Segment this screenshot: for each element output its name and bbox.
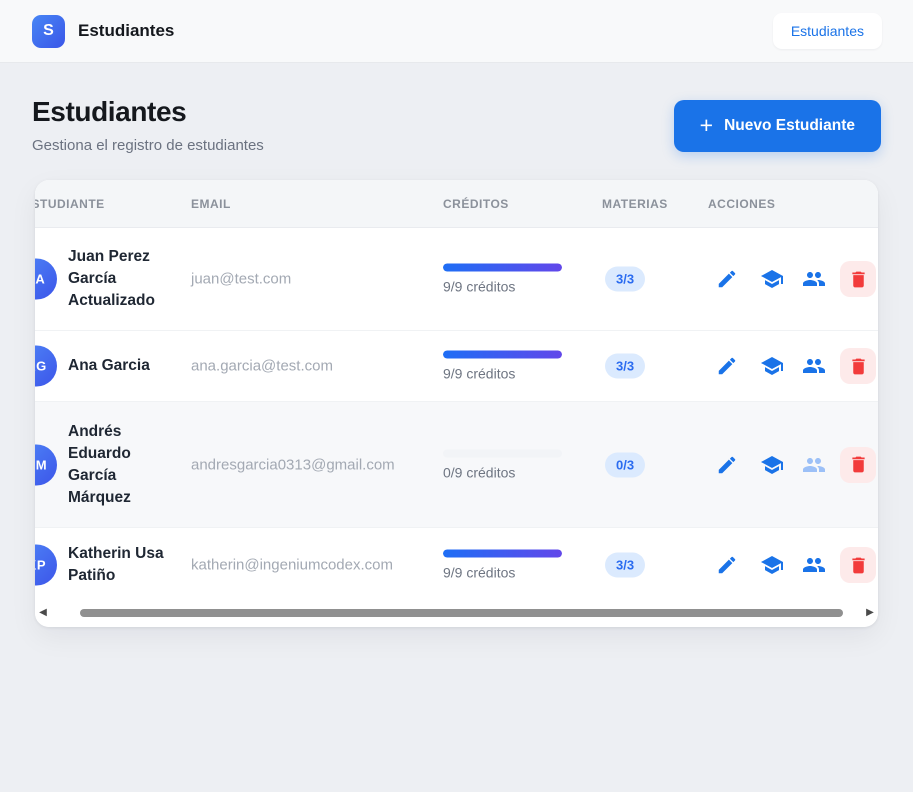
people-icon [803,558,825,572]
student-email: ana.garcia@test.com [191,357,333,375]
materias-badge: 0/3 [605,452,646,477]
edit-button[interactable] [709,261,745,297]
table-header-row: ESTUDIANTE EMAIL CRÉDITOS MATERIAS ACCIO… [35,180,878,228]
groups-button[interactable] [796,547,832,583]
credits-label: 9/9 créditos [443,564,516,581]
table-body: JA Juan Perez García Actualizado juan@te… [35,228,878,602]
app-header: S Estudiantes Estudiantes [0,0,913,63]
page-subtitle: Gestiona el registro de estudiantes [32,137,264,154]
scrollbar-thumb[interactable] [80,609,843,617]
scroll-right-arrow-icon[interactable]: ▶ [866,607,874,618]
materias-badge: 3/3 [605,266,646,292]
credits-cell: 0/9 créditos [443,449,562,480]
column-header-creditos: CRÉDITOS [443,196,509,211]
materias-badge: 3/3 [605,353,646,379]
subjects-button[interactable] [754,447,790,483]
trash-icon [851,358,865,374]
graduation-cap-icon [761,455,783,474]
trash-icon [851,456,865,473]
graduation-cap-icon [761,270,783,288]
student-email: juan@test.com [191,270,292,288]
table-row: AM Andrés Eduardo García Márquez andresg… [35,402,878,528]
delete-button[interactable] [840,261,876,297]
table-row: JA Juan Perez García Actualizado juan@te… [35,228,878,331]
credits-progress-track [443,549,562,558]
edit-pencil-icon [718,456,736,473]
edit-button[interactable] [709,547,745,583]
graduation-cap-icon [761,357,783,375]
credits-cell: 9/9 créditos [443,350,562,382]
credits-label: 0/9 créditos [443,464,516,480]
page-head: Estudiantes Gestiona el registro de estu… [0,63,913,154]
credits-cell: 9/9 créditos [443,549,562,581]
edit-button[interactable] [709,348,745,384]
credits-progress-track [443,350,562,359]
scroll-left-arrow-icon[interactable]: ◀ [39,607,47,618]
edit-pencil-icon [718,556,736,574]
page-title: Estudiantes [32,96,187,127]
column-header-materias: MATERIAS [602,196,668,211]
people-icon [803,272,825,286]
delete-button[interactable] [840,547,876,583]
groups-button[interactable] [796,348,832,384]
credits-label: 9/9 créditos [443,365,516,382]
people-icon [803,359,825,373]
avatar-initials: AM [35,457,48,472]
column-header-acciones: ACCIONES [708,196,776,211]
materias-badge: 3/3 [605,552,646,578]
avatar: AM [35,444,57,485]
edit-pencil-icon [718,357,736,375]
credits-progress-fill [443,263,562,272]
student-email: katherin@ingeniumcodex.com [191,556,393,574]
graduation-cap-icon [761,556,783,574]
app-logo-letter: S [43,22,54,39]
credits-label: 9/9 créditos [443,278,516,295]
edit-button[interactable] [709,447,745,483]
student-email: andresgarcia0313@gmail.com [191,456,395,473]
trash-icon [851,271,865,287]
students-table-card: ESTUDIANTE EMAIL CRÉDITOS MATERIAS ACCIO… [35,180,878,627]
avatar-initials: JA [35,271,46,287]
table-row: KP Katherin Usa Patiño katherin@ingenium… [35,528,878,602]
table-scroll-view[interactable]: ESTUDIANTE EMAIL CRÉDITOS MATERIAS ACCIO… [35,180,878,602]
subjects-button[interactable] [754,348,790,384]
subjects-button[interactable] [754,547,790,583]
plus-icon: + [699,111,714,138]
avatar-initials: KP [35,557,47,573]
column-header-estudiante: ESTUDIANTE [35,196,105,211]
people-icon [803,457,825,472]
app-logo: S [32,14,65,48]
avatar-initials: AG [35,358,47,374]
credits-progress-track [443,449,562,457]
app-title: Estudiantes [78,21,175,40]
groups-button[interactable] [796,261,832,297]
new-student-button-label: Nuevo Estudiante [724,117,855,134]
horizontal-scrollbar: ◀ ▶ [35,602,878,627]
avatar: KP [35,544,57,586]
student-name: Juan Perez García Actualizado [68,248,155,309]
credits-progress-track [443,263,562,272]
groups-button[interactable] [796,447,832,483]
credits-progress-fill [443,549,562,558]
edit-pencil-icon [718,270,736,288]
table-row: AG Ana Garcia ana.garcia@test.com 9/9 cr… [35,331,878,402]
avatar: AG [35,345,57,387]
trash-icon [851,557,865,573]
table-inner: ESTUDIANTE EMAIL CRÉDITOS MATERIAS ACCIO… [35,180,878,602]
delete-button[interactable] [840,348,876,384]
credits-progress-fill [443,350,562,359]
student-name: Katherin Usa Patiño [68,545,164,584]
column-header-email: EMAIL [191,196,231,211]
student-name: Andrés Eduardo García Márquez [68,422,131,506]
credits-cell: 9/9 créditos [443,263,562,295]
avatar: JA [35,258,57,300]
nav-item-estudiantes[interactable]: Estudiantes [772,13,882,49]
subjects-button[interactable] [754,261,790,297]
delete-button[interactable] [840,446,876,483]
student-name: Ana Garcia [68,357,150,374]
new-student-button[interactable]: + Nuevo Estudiante [673,100,881,152]
